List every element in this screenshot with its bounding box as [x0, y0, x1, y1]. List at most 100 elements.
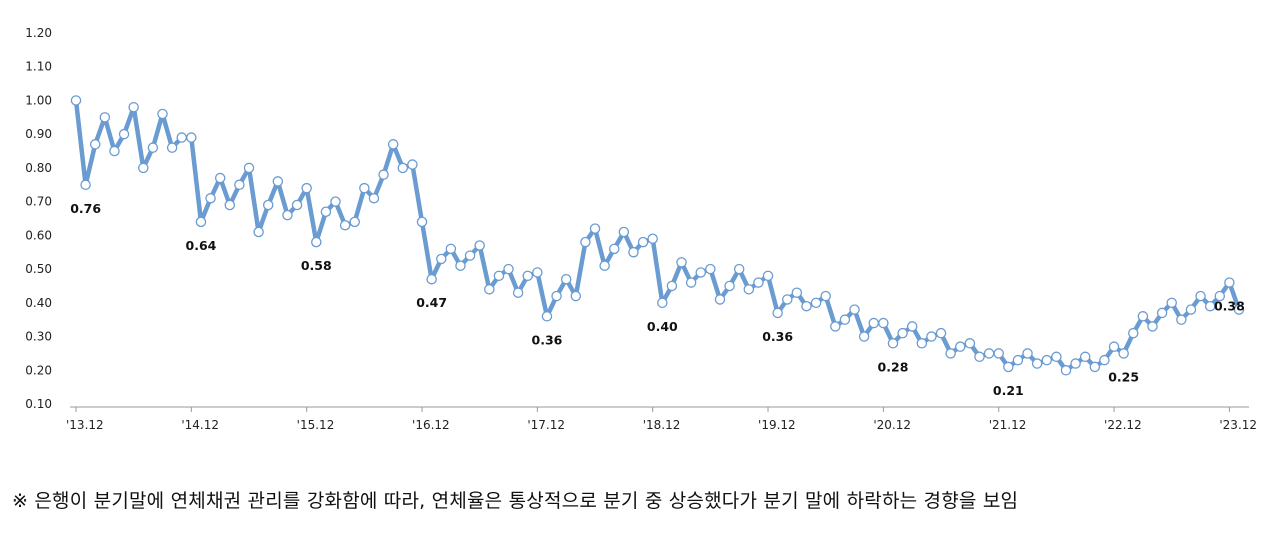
- data-point: [906, 321, 918, 332]
- data-point: [407, 159, 418, 170]
- data-point: [1099, 354, 1110, 366]
- data-point: [1166, 297, 1177, 309]
- data-point: [1204, 300, 1216, 312]
- y-tick-label: 0.50: [25, 262, 52, 276]
- data-point: [291, 199, 303, 211]
- data-point: [445, 243, 457, 255]
- data-point: [195, 216, 207, 228]
- data-point: [858, 331, 870, 342]
- data-point: [1128, 327, 1139, 339]
- data-point: [1118, 348, 1129, 359]
- data-label: 0.25: [1108, 369, 1139, 384]
- data-point: [993, 348, 1004, 359]
- data-point: [618, 226, 630, 238]
- data-point: [955, 341, 966, 352]
- data-label: 0.28: [878, 359, 909, 374]
- y-tick-label: 0.20: [25, 363, 52, 377]
- data-point: [464, 250, 476, 261]
- data-point: [945, 348, 956, 359]
- data-point: [205, 193, 216, 204]
- data-point: [772, 307, 783, 319]
- series-delinquency-rate: [70, 95, 1245, 376]
- data-point: [1137, 311, 1149, 322]
- data-point: [887, 338, 899, 349]
- data-point: [186, 132, 197, 143]
- data-point: [118, 128, 130, 140]
- data-point: [272, 176, 284, 187]
- data-point: [589, 223, 601, 234]
- data-point: [397, 162, 409, 174]
- data-point: [743, 284, 755, 295]
- data-point: [705, 263, 716, 275]
- data-point: [301, 182, 312, 194]
- x-tick-label: '19.12: [758, 418, 796, 432]
- data-label: 0.21: [993, 383, 1024, 398]
- data-point: [109, 145, 120, 157]
- x-tick-label: '14.12: [181, 418, 219, 432]
- data-point: [849, 304, 860, 315]
- y-axis: 1.20 1.10 1.00 0.90 0.80 0.70 0.60 0.50 0.40 0.30…: [25, 26, 52, 411]
- data-point: [926, 331, 937, 342]
- data-point: [1156, 307, 1168, 319]
- data-point: [522, 270, 533, 282]
- data-point: [637, 236, 649, 248]
- data-point: [532, 267, 543, 278]
- y-tick-label: 1.10: [25, 60, 52, 74]
- data-point: [676, 257, 687, 268]
- data-point: [1108, 341, 1120, 352]
- data-point: [1022, 348, 1033, 359]
- data-point: [253, 226, 264, 238]
- data-point: [484, 284, 495, 295]
- data-point: [176, 132, 187, 143]
- data-point: [1031, 358, 1043, 369]
- data-point: [80, 179, 91, 191]
- data-point: [214, 172, 226, 184]
- data-label: 0.47: [416, 295, 447, 310]
- data-point: [560, 273, 572, 285]
- data-point: [455, 260, 466, 271]
- data-point: [493, 270, 505, 282]
- data-label: 0.64: [186, 238, 217, 253]
- data-point: [243, 162, 255, 174]
- data-point: [435, 253, 447, 265]
- data-point: [868, 317, 880, 329]
- data-point: [762, 270, 774, 282]
- data-point: [599, 260, 610, 271]
- y-tick-label: 0.30: [25, 330, 52, 344]
- data-label: 0.76: [70, 201, 101, 216]
- data-point: [666, 280, 678, 292]
- data-point: [782, 294, 793, 305]
- data-point: [368, 193, 380, 204]
- y-tick-label: 0.40: [25, 296, 52, 310]
- data-point: [791, 287, 803, 298]
- data-point: [387, 139, 399, 150]
- data-point: [830, 321, 841, 332]
- data-labels: 0.76 0.64 0.58 0.47 0.36 0.40 0.36 0.28 0.21 0.25…: [70, 201, 1245, 398]
- data-point: [224, 199, 236, 211]
- data-point: [330, 196, 341, 207]
- data-point: [503, 263, 514, 275]
- data-label: 0.38: [1214, 299, 1245, 314]
- data-point: [359, 182, 370, 194]
- data-point: [964, 338, 976, 349]
- data-point: [551, 290, 562, 302]
- x-tick-label: '17.12: [527, 418, 565, 432]
- data-point: [753, 277, 764, 288]
- data-point: [820, 290, 831, 302]
- y-tick-label: 0.10: [25, 397, 52, 411]
- data-point: [1089, 361, 1101, 373]
- data-point: [339, 219, 351, 231]
- data-label: 0.36: [532, 332, 563, 347]
- data-point: [657, 297, 668, 309]
- y-tick-label: 0.90: [25, 127, 52, 141]
- data-point: [1224, 277, 1235, 288]
- data-label: 0.40: [647, 319, 678, 334]
- data-point: [916, 338, 928, 349]
- x-tick-label: '23.12: [1219, 418, 1257, 432]
- data-point: [1041, 354, 1053, 366]
- data-point: [810, 297, 822, 309]
- x-tick-label: '16.12: [412, 418, 450, 432]
- data-point: [1176, 314, 1187, 325]
- x-tick-label: '22.12: [1104, 418, 1142, 432]
- data-point: [474, 240, 485, 251]
